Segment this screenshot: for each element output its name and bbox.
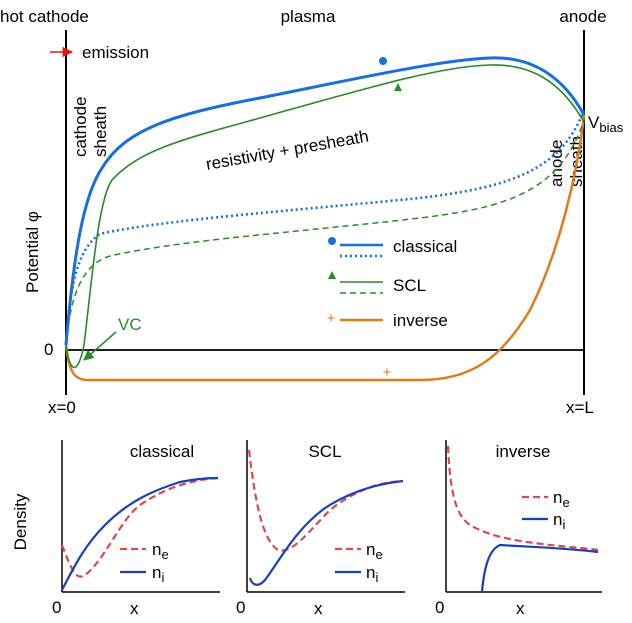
anode-label: anode [559,7,606,26]
panel-classical-origin: 0 [52,598,61,617]
emission-label: emission [82,43,149,62]
panel-inverse-title: inverse [496,442,551,461]
panel-scl-ne-curve [247,449,404,552]
legend-inverse-marker: + [327,310,336,327]
classical-solid-curve [64,56,586,346]
panel-classical-ne-label: ne [152,540,169,562]
density-panel-inverse: inverse 0 x ne ni [435,440,602,618]
density-panel-classical: classical 0 x ne ni [52,440,220,618]
panel-inverse-origin: 0 [435,598,444,617]
legend-inverse-label: inverse [393,311,448,330]
panel-inverse-ne-curve [446,445,599,552]
inverse-marker: + [383,364,392,381]
legend-scl-label: SCL [393,276,426,295]
legend-classical-label: classical [393,237,457,256]
inverse-curve [64,114,586,382]
panel-scl-ni-curve [248,479,404,586]
cathode-sheath-label: cathode sheath [71,92,110,157]
scl-marker [394,83,402,91]
density-panel-scl: SCL 0 x ne ni [236,440,405,618]
xL-label: x=L [566,398,594,417]
scl-dashed-curve [65,119,585,346]
classical-marker [379,57,387,65]
plasma-label: plasma [281,7,336,26]
classical-dotted-curve [64,109,586,344]
panel-classical-ni-label: ni [152,563,164,585]
panel-inverse-ni-curve [480,543,599,593]
panel-inverse-x-label: x [516,599,525,618]
legend-scl: SCL [328,271,426,295]
vc-arrow [83,331,117,361]
legend-inverse: + inverse [327,310,448,330]
panel-scl-ne-label: ne [366,540,383,562]
panel-classical-ne-curve [60,476,219,578]
resistivity-label: resistivity + presheath [204,127,370,174]
panel-scl-ni-label: ni [366,563,378,585]
panel-classical-title: classical [130,442,194,461]
panel-inverse-ne-label: ne [553,488,570,510]
potential-plot: hot cathode plasma anode emission cathod… [0,7,624,417]
panel-inverse-ni-label: ni [553,510,565,532]
legend-scl-marker [328,271,336,279]
legend: classical SCL + inverse [327,237,457,330]
panel-scl-x-label: x [314,599,323,618]
legend-classical: classical [328,237,457,258]
panel-classical-x-label: x [130,599,139,618]
panel-scl-origin: 0 [236,598,245,617]
hot-cathode-label: hot cathode [0,7,89,26]
density-y-label: Density [11,493,30,550]
panel-classical-ni-curve [61,476,219,591]
x0-label: x=0 [48,398,76,417]
y-axis-label: Potential φ [23,211,42,293]
legend-classical-marker [328,237,336,245]
scl-solid-curve [65,64,585,369]
v-bias-label: Vbias [588,113,624,135]
vc-label: VC [118,315,142,334]
panel-scl-title: SCL [308,442,341,461]
zero-tick: 0 [44,340,53,359]
